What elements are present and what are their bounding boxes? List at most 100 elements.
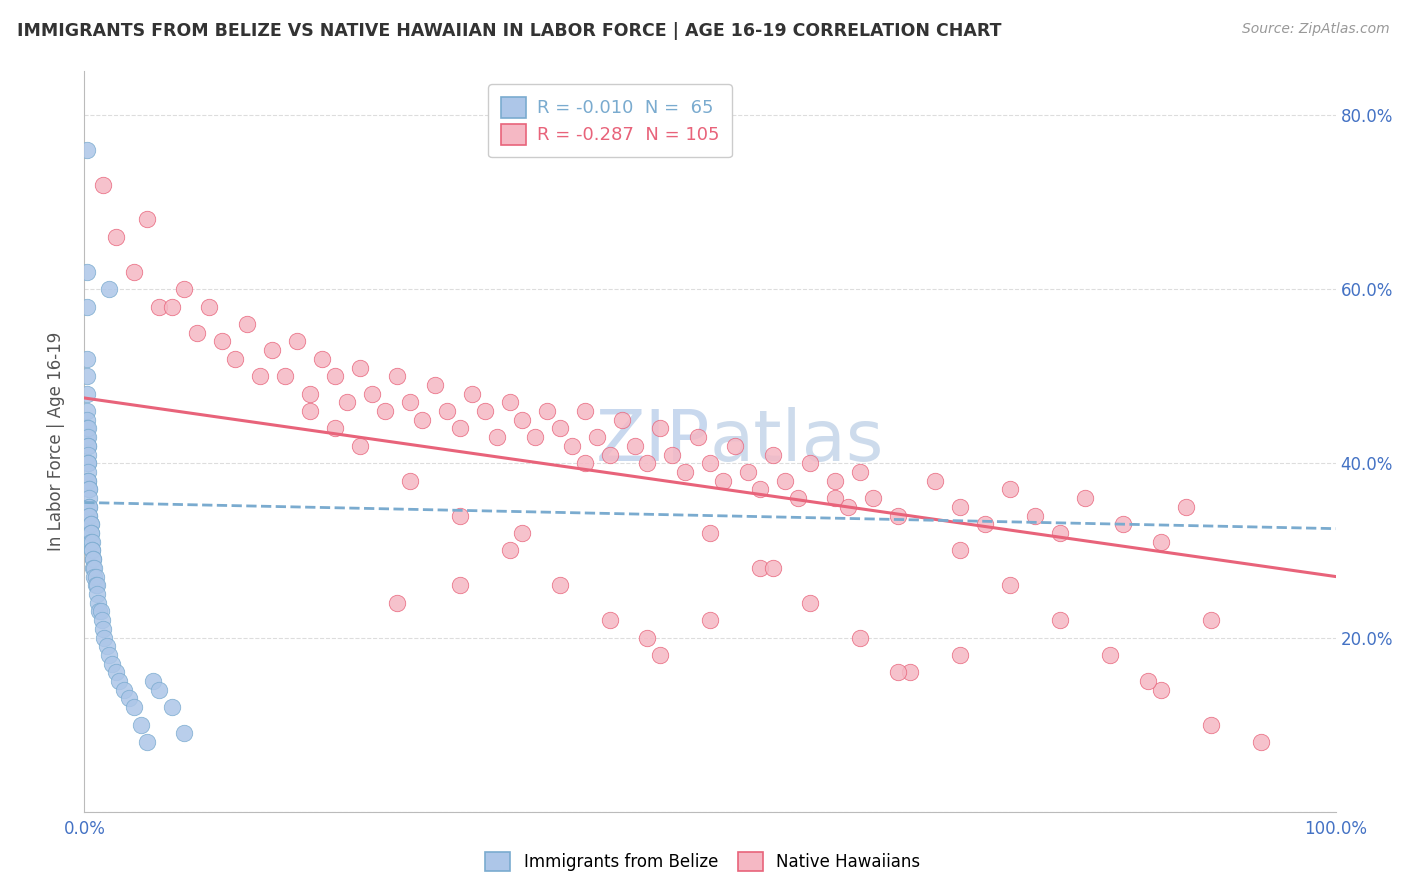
Point [124, 265, 146, 279]
Point [699, 613, 721, 627]
Point [574, 404, 596, 418]
Point [77, 474, 100, 488]
Point [124, 700, 146, 714]
Point [536, 404, 558, 418]
Point [82, 552, 104, 566]
Point [436, 404, 458, 418]
Point [1250, 735, 1272, 749]
Point [799, 456, 821, 470]
Point [91, 178, 114, 192]
Point [80, 543, 103, 558]
Point [79, 500, 101, 514]
Point [1000, 578, 1022, 592]
Point [211, 334, 233, 349]
Point [1049, 526, 1071, 541]
Point [461, 386, 484, 401]
Point [648, 648, 671, 662]
Point [79, 534, 101, 549]
Point [112, 682, 135, 697]
Point [77, 456, 100, 470]
Point [887, 665, 910, 680]
Point [79, 483, 101, 497]
Point [762, 448, 785, 462]
Point [76, 430, 98, 444]
Point [673, 465, 696, 479]
Point [862, 491, 884, 505]
Point [77, 430, 100, 444]
Point [82, 561, 104, 575]
Point [160, 700, 183, 714]
Point [385, 369, 409, 384]
Point [548, 578, 571, 592]
Point [1149, 682, 1171, 697]
Point [104, 665, 127, 680]
Point [323, 369, 346, 384]
Point [77, 456, 100, 470]
Point [849, 465, 872, 479]
Point [76, 421, 98, 435]
Point [76, 300, 98, 314]
Point [699, 526, 721, 541]
Point [411, 413, 433, 427]
Point [349, 439, 371, 453]
Point [90, 613, 112, 627]
Point [773, 474, 796, 488]
Point [224, 351, 246, 366]
Point [76, 404, 98, 418]
Point [129, 717, 152, 731]
Point [79, 491, 101, 505]
Point [523, 430, 546, 444]
Text: atlas: atlas [710, 407, 884, 476]
Point [79, 483, 101, 497]
Point [762, 561, 785, 575]
Point [924, 474, 946, 488]
Point [1099, 648, 1122, 662]
Point [77, 421, 100, 435]
Point [249, 369, 271, 384]
Point [84, 569, 107, 583]
Point [236, 317, 259, 331]
Point [76, 265, 98, 279]
Point [104, 230, 127, 244]
Point [86, 578, 108, 592]
Point [724, 439, 747, 453]
Point [949, 543, 972, 558]
Point [79, 517, 101, 532]
Point [77, 439, 100, 453]
Point [82, 552, 104, 566]
Point [1024, 508, 1046, 523]
Point [273, 369, 295, 384]
Point [586, 430, 609, 444]
Y-axis label: In Labor Force | Age 16-19: In Labor Force | Age 16-19 [46, 332, 65, 551]
Point [90, 604, 112, 618]
Point [449, 421, 471, 435]
Point [311, 351, 333, 366]
Point [87, 596, 110, 610]
Point [77, 465, 100, 479]
Point [76, 143, 98, 157]
Point [186, 326, 208, 340]
Point [624, 439, 647, 453]
Point [711, 474, 734, 488]
Point [84, 578, 107, 592]
Point [262, 343, 284, 357]
Point [285, 334, 308, 349]
Point [898, 665, 921, 680]
Point [361, 386, 384, 401]
Legend: R = -0.010  N =  65, R = -0.287  N = 105: R = -0.010 N = 65, R = -0.287 N = 105 [488, 84, 733, 157]
Point [79, 508, 101, 523]
Point [142, 674, 165, 689]
Point [749, 483, 772, 497]
Point [323, 421, 346, 435]
Point [76, 369, 98, 384]
Text: IMMIGRANTS FROM BELIZE VS NATIVE HAWAIIAN IN LABOR FORCE | AGE 16-19 CORRELATION: IMMIGRANTS FROM BELIZE VS NATIVE HAWAIIA… [17, 22, 1001, 40]
Point [91, 622, 114, 636]
Point [548, 421, 571, 435]
Point [1149, 534, 1171, 549]
Point [699, 456, 721, 470]
Point [108, 674, 131, 689]
Text: Source: ZipAtlas.com: Source: ZipAtlas.com [1241, 22, 1389, 37]
Point [77, 439, 100, 453]
Point [173, 282, 195, 296]
Point [118, 691, 141, 706]
